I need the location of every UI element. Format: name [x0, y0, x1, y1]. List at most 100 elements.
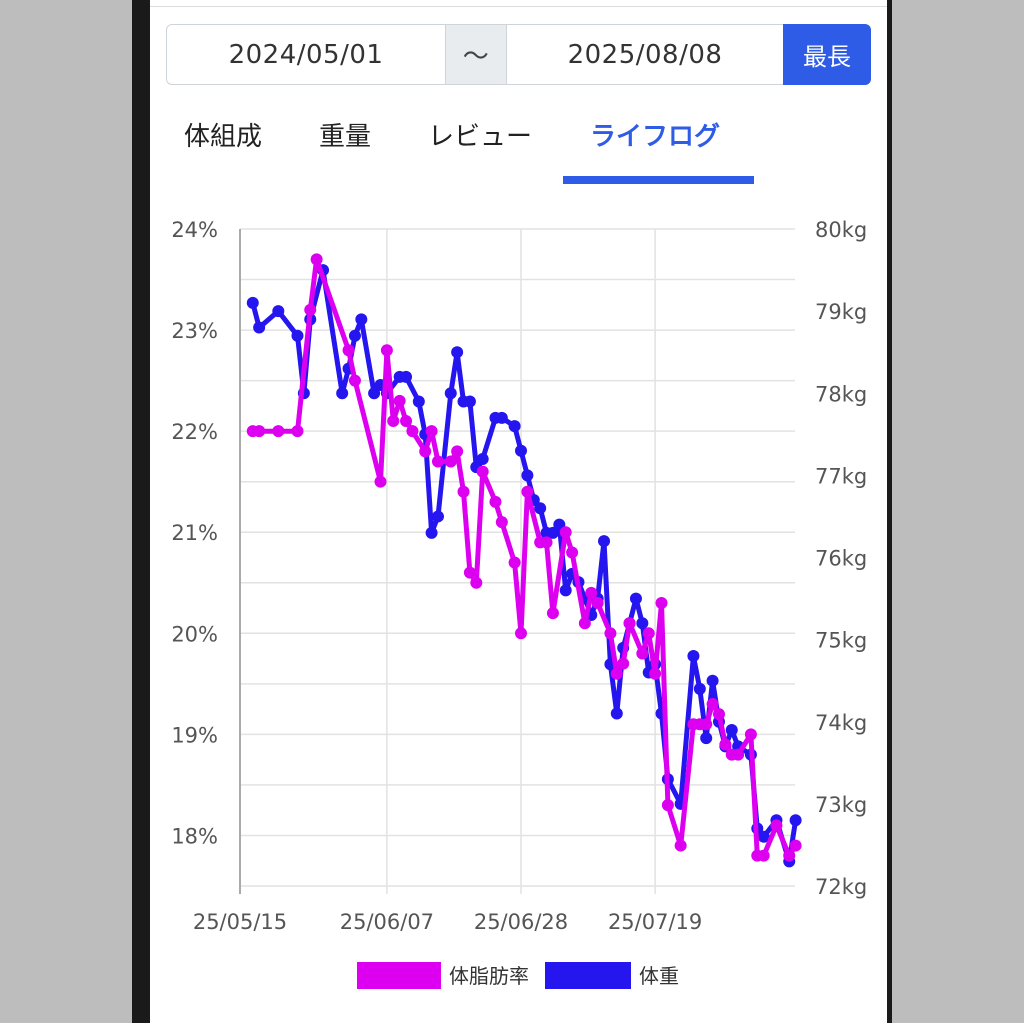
fat-data-point — [291, 425, 304, 438]
longest-range-button[interactable]: 最長 — [783, 24, 871, 85]
fat-data-point — [540, 536, 553, 549]
fat-data-point — [470, 576, 483, 589]
y-right-tick-label: 80kg — [815, 218, 867, 242]
y-right-tick-label: 74kg — [815, 711, 867, 735]
fat-data-point — [342, 344, 355, 357]
fat-data-point — [655, 596, 668, 609]
fat-data-point — [419, 445, 432, 458]
y-left-tick-label: 23% — [171, 319, 218, 343]
x-tick-label: 25/07/19 — [608, 910, 702, 934]
weight-data-point — [789, 814, 802, 827]
weight-data-point — [412, 395, 425, 408]
fat-data-point — [546, 607, 559, 620]
fat-data-point — [272, 425, 285, 438]
app-screen: 2024/05/01 〜 2025/08/08 最長 体組成 重量 レビュー ラ… — [150, 0, 887, 1023]
weight-data-point — [495, 411, 508, 424]
x-tick-label: 25/05/15 — [193, 910, 287, 934]
weight-data-point — [348, 329, 361, 342]
fat-data-point — [476, 465, 489, 478]
date-range-selector: 2024/05/01 〜 2025/08/08 最長 — [166, 24, 871, 85]
fat-data-point — [374, 475, 387, 488]
fat-data-point — [649, 667, 662, 680]
start-date-field[interactable]: 2024/05/01 — [166, 24, 446, 85]
weight-data-point — [431, 510, 444, 523]
fat-data-point — [508, 556, 521, 569]
y-left-tick-label: 18% — [171, 824, 218, 848]
fat-data-point — [304, 303, 317, 316]
weight-data-point — [400, 370, 413, 383]
fat-data-point — [380, 344, 393, 357]
fat-data-point — [489, 495, 502, 508]
end-date-field[interactable]: 2025/08/08 — [506, 24, 784, 85]
y-right-tick-label: 73kg — [815, 793, 867, 817]
weight-data-point — [757, 830, 770, 843]
legend-label: 体重 — [639, 964, 679, 988]
weight-data-point — [515, 444, 527, 457]
fat-data-point — [387, 415, 400, 428]
weight-data-point — [463, 395, 476, 408]
fat-data-point — [406, 425, 419, 438]
fat-data-point — [495, 516, 508, 529]
weight-data-point — [272, 305, 285, 318]
active-tab-indicator — [563, 176, 754, 184]
fat-data-point — [253, 425, 266, 438]
weight-data-point — [687, 650, 700, 663]
fat-data-point — [591, 596, 604, 609]
fat-data-point — [348, 374, 361, 387]
legend-label: 体脂肪率 — [449, 964, 529, 988]
weight-data-point — [246, 296, 259, 309]
weight-data-point — [598, 535, 611, 548]
fat-data-point — [310, 253, 323, 266]
tab-lifelog[interactable]: ライフログ — [590, 122, 721, 152]
weight-data-point — [368, 387, 381, 400]
weight-data-point — [706, 674, 719, 687]
fat-data-point — [393, 394, 406, 407]
fat-data-point — [617, 657, 630, 670]
weight-data-point — [534, 502, 547, 515]
weight-data-point — [476, 452, 489, 465]
fat-data-point — [515, 627, 527, 640]
fat-data-point — [521, 485, 534, 498]
fat-data-point — [400, 415, 413, 428]
y-right-tick-label: 78kg — [815, 382, 867, 406]
weight-data-point — [336, 387, 349, 400]
fat-data-point — [636, 647, 649, 660]
fat-data-point — [744, 728, 757, 741]
weight-data-point — [253, 321, 266, 334]
fat-data-point — [444, 455, 457, 468]
weight-data-point — [636, 617, 649, 630]
y-left-tick-label: 20% — [171, 622, 218, 646]
tab-review[interactable]: レビュー — [428, 122, 533, 152]
y-right-tick-label: 76kg — [815, 547, 867, 571]
fat-data-point — [770, 819, 783, 832]
weight-data-point — [451, 346, 464, 359]
tab-body-composition[interactable]: 体組成 — [184, 122, 263, 152]
weight-data-point — [521, 469, 534, 482]
weight-data-point — [425, 526, 438, 539]
weight-data-point — [610, 707, 623, 720]
fat-data-point — [578, 617, 591, 630]
fat-data-point — [425, 425, 438, 438]
weight-data-point — [508, 420, 521, 433]
y-left-tick-label: 22% — [171, 420, 218, 444]
weight-data-point — [693, 682, 706, 695]
fat-data-point — [585, 586, 598, 599]
weight-data-point — [355, 313, 368, 326]
y-right-tick-label: 79kg — [815, 300, 867, 324]
fat-data-point — [610, 667, 623, 680]
y-right-tick-label: 75kg — [815, 629, 867, 653]
y-left-tick-label: 21% — [171, 521, 218, 545]
weight-data-point — [629, 592, 642, 605]
fat-data-point — [642, 627, 655, 640]
weight-data-point — [546, 526, 559, 539]
tab-weight[interactable]: 重量 — [319, 122, 372, 152]
fat-data-point — [661, 799, 674, 812]
fat-data-point — [457, 485, 470, 498]
fat-data-point — [566, 546, 579, 559]
x-tick-label: 25/06/28 — [474, 910, 568, 934]
date-separator: 〜 — [445, 24, 507, 85]
weight-data-point — [559, 584, 572, 597]
fat-data-point — [604, 627, 617, 640]
y-left-tick-label: 19% — [171, 723, 218, 747]
y-left-tick-label: 24% — [171, 218, 218, 242]
